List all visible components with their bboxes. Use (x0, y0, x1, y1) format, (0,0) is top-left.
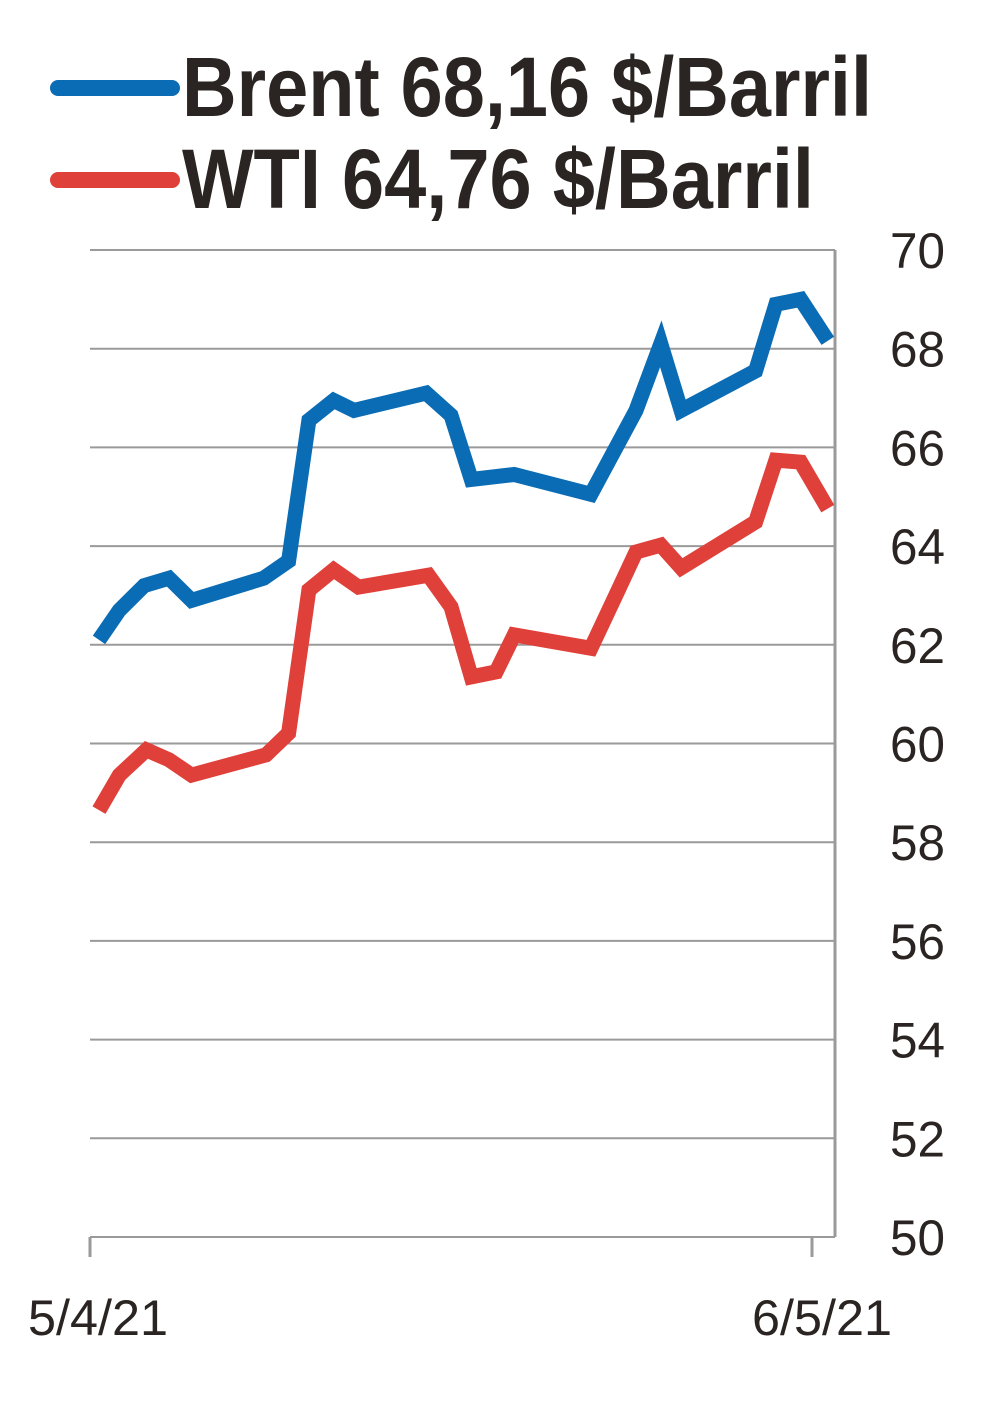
series-lines (92, 291, 835, 814)
y-tick-label: 60 (890, 717, 945, 773)
y-tick-labels: 70 68 66 64 62 60 58 56 54 52 50 (890, 223, 945, 1266)
gridlines (90, 249, 835, 1238)
x-tick-labels: 5/4/21 6/5/21 (28, 1290, 892, 1346)
y-tick-label: 66 (890, 420, 945, 476)
y-tick-label: 62 (890, 618, 945, 674)
y-tick-label: 68 (890, 322, 945, 378)
y-tick-label: 56 (890, 914, 945, 970)
series-line-brent (92, 291, 835, 645)
legend-label-brent: Brent 68,16 $/Barril (182, 40, 872, 134)
series-line-wti (92, 452, 835, 814)
y-tick-label: 58 (890, 815, 945, 871)
y-tick-label: 64 (890, 519, 945, 575)
axes (88, 250, 837, 1257)
x-tick-label: 6/5/21 (752, 1290, 892, 1346)
y-tick-label: 70 (890, 223, 945, 279)
x-tick-label: 5/4/21 (28, 1290, 168, 1346)
y-tick-label: 54 (890, 1013, 945, 1069)
legend: Brent 68,16 $/Barril WTI 64,76 $/Barril (50, 40, 872, 226)
y-tick-label: 50 (890, 1210, 945, 1266)
y-tick-label: 52 (890, 1111, 945, 1167)
legend-label-wti: WTI 64,76 $/Barril (182, 132, 814, 226)
